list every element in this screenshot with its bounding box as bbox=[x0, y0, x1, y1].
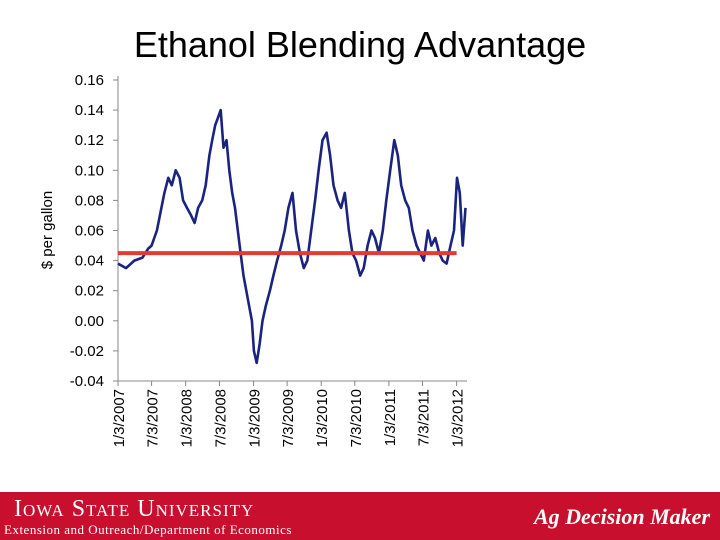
y-tick-label: 0.14 bbox=[75, 102, 104, 119]
y-tick-label: 0.06 bbox=[75, 223, 104, 240]
x-tick-label: 7/3/2007 bbox=[145, 389, 162, 447]
x-tick-label: 7/3/2008 bbox=[212, 389, 229, 447]
y-axis-label: $ per gallon bbox=[39, 191, 56, 269]
y-tick-label: 0.16 bbox=[75, 72, 104, 89]
series-group bbox=[117, 108, 467, 365]
y-tick-label: 0.00 bbox=[75, 313, 104, 330]
x-tick-label: 1/3/2007 bbox=[111, 389, 128, 447]
department-text: Extension and Outreach/Department of Eco… bbox=[4, 522, 292, 537]
y-tick-label: -0.02 bbox=[70, 343, 104, 360]
x-tick-label: 1/3/2012 bbox=[450, 389, 467, 447]
x-tick-label: 1/3/2010 bbox=[314, 389, 331, 447]
x-tick-label: 7/3/2010 bbox=[348, 389, 365, 447]
y-ticks: 0.16 0.14 0.12 0.10 0.08 0.06 0.04 0.02 0.00 -0.0… bbox=[70, 72, 118, 390]
y-tick-label: 0.02 bbox=[75, 283, 104, 300]
series-line-blending-advantage bbox=[117, 108, 467, 365]
slide-title: Ethanol Blending Advantage bbox=[133, 24, 587, 65]
y-tick-label: 0.08 bbox=[75, 192, 104, 209]
x-tick-label: 1/3/2009 bbox=[247, 389, 264, 447]
x-ticks: 1/3/2007 7/3/2007 1/3/2008 7/3/2008 1/3/2009… bbox=[111, 381, 467, 447]
y-tick-label: 0.10 bbox=[75, 162, 104, 179]
university-wordmark: Iowa State University bbox=[14, 496, 255, 522]
x-tick-label: 1/3/2011 bbox=[382, 389, 399, 446]
x-tick-label: 7/3/2011 bbox=[415, 389, 432, 446]
y-tick-label: 0.12 bbox=[75, 132, 104, 149]
chart: 0.16 0.14 0.12 0.10 0.08 0.06 0.04 0.02 0.00 -0.0… bbox=[39, 72, 467, 447]
chart-axes bbox=[117, 76, 467, 382]
ag-decision-maker-logo: Ag Decision Maker bbox=[534, 504, 710, 529]
x-tick-label: 7/3/2009 bbox=[280, 389, 297, 447]
y-tick-label: 0.04 bbox=[75, 253, 104, 270]
y-tick-label: -0.04 bbox=[70, 373, 104, 390]
footer-bar: Iowa State University Extension and Outr… bbox=[0, 492, 720, 540]
x-tick-label: 1/3/2008 bbox=[179, 389, 196, 447]
